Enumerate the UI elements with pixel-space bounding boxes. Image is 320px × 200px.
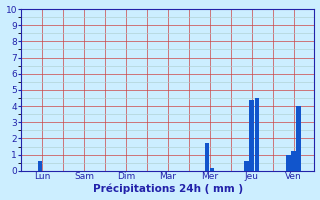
Bar [244, 161, 249, 171]
Bar [292, 151, 296, 171]
Bar [250, 100, 254, 171]
X-axis label: Précipitations 24h ( mm ): Précipitations 24h ( mm ) [93, 184, 243, 194]
Bar [286, 155, 291, 171]
Bar [210, 168, 214, 171]
Bar [37, 161, 42, 171]
Bar [296, 106, 301, 171]
Bar [254, 98, 259, 171]
Bar [205, 143, 209, 171]
